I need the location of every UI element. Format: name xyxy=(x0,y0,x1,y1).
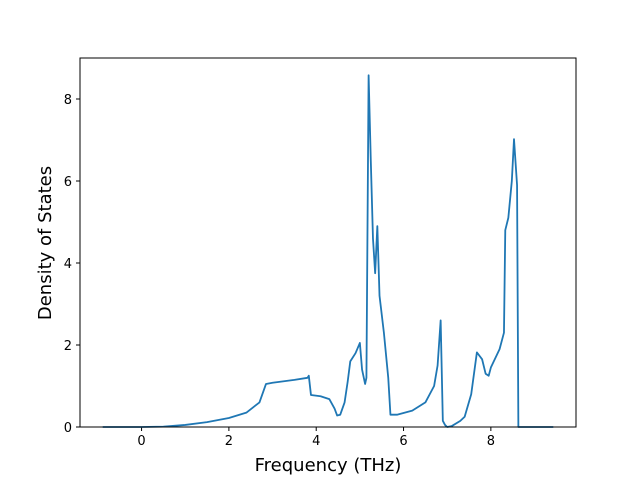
x-tick-label: 2 xyxy=(225,434,233,449)
plot-frame xyxy=(79,57,577,428)
x-tick-label: 6 xyxy=(399,434,407,449)
x-tick-label: 8 xyxy=(487,434,495,449)
y-tick-label: 0 xyxy=(64,421,72,436)
y-tick-label: 4 xyxy=(64,257,72,272)
x-tick-label: 0 xyxy=(137,434,145,449)
y-axis-label: Density of States xyxy=(35,166,56,320)
line xyxy=(102,74,554,428)
x-tick-label: 4 xyxy=(312,434,320,449)
y-tick-label: 8 xyxy=(64,93,72,108)
x-axis-label: Frequency (THz) xyxy=(255,455,402,476)
y-tick-label: 6 xyxy=(64,175,72,190)
y-tick-label: 2 xyxy=(64,339,72,354)
